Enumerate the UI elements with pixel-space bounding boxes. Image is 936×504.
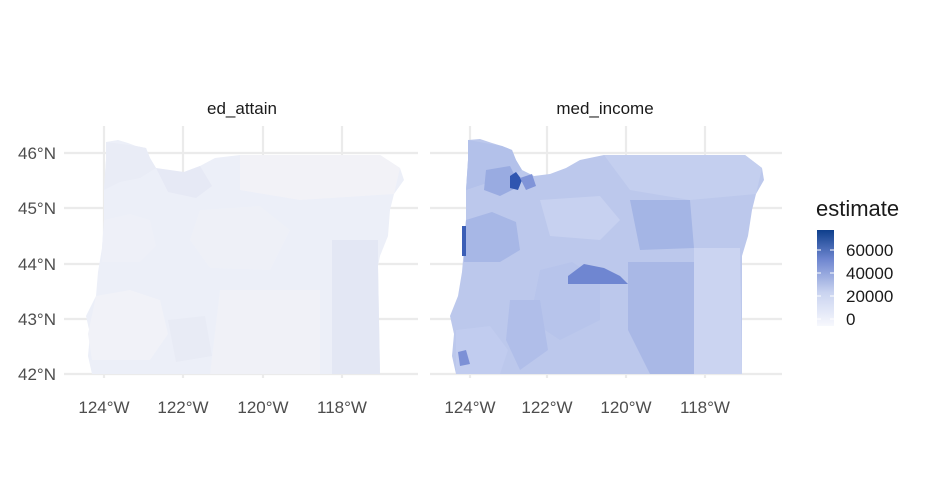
y-tick-label: 45°N — [18, 199, 56, 218]
x-tick-label: 124°W — [444, 398, 495, 417]
x-tick-label: 118°W — [317, 398, 367, 417]
facet-label-ed-attain: ed_attain — [207, 99, 277, 118]
x-tick-label: 118°W — [680, 398, 730, 417]
x-tick-label: 122°W — [521, 398, 572, 417]
x-axis-labels-right: 124°W 122°W 120°W 118°W — [444, 398, 730, 417]
y-tick-label: 43°N — [18, 310, 56, 329]
legend-label: 20000 — [846, 287, 893, 306]
x-tick-label: 122°W — [157, 398, 208, 417]
y-tick-label: 44°N — [18, 255, 56, 274]
regions-ed-attain — [88, 142, 400, 374]
y-tick-label: 42°N — [18, 365, 56, 384]
legend-label: 40000 — [846, 264, 893, 283]
panel-med-income: med_income — [430, 99, 782, 417]
legend: estimate 60000 40000 20000 0 — [816, 196, 899, 329]
panel-ed-attain: ed_attain — [18, 99, 418, 417]
regions-med-income — [456, 140, 762, 374]
x-tick-label: 120°W — [600, 398, 651, 417]
legend-label: 0 — [846, 310, 855, 329]
x-tick-label: 120°W — [237, 398, 288, 417]
legend-ticks — [817, 249, 834, 320]
y-tick-label: 46°N — [18, 144, 56, 163]
legend-title: estimate — [816, 196, 899, 221]
facet-label-med-income: med_income — [556, 99, 653, 118]
legend-colorbar — [817, 230, 834, 326]
legend-label: 60000 — [846, 241, 893, 260]
x-tick-label: 124°W — [78, 398, 129, 417]
y-axis-labels-left: 46°N 45°N 44°N 43°N 42°N — [18, 144, 56, 384]
x-axis-labels-left: 124°W 122°W 120°W 118°W — [78, 398, 367, 417]
